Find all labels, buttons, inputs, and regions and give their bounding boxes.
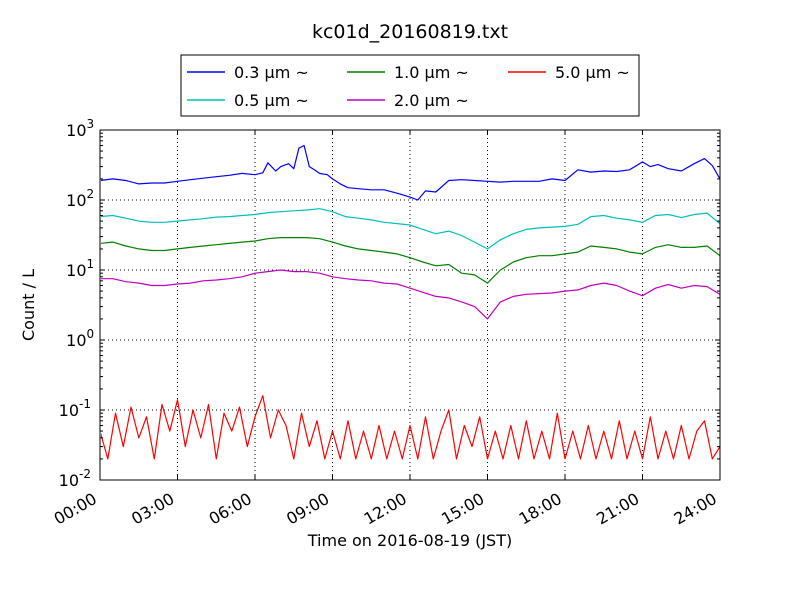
y-tick-label: 10 0 bbox=[66, 327, 94, 350]
y-tick-exponent: 3 bbox=[87, 117, 95, 131]
legend: 0.3 μm ~ 0.5 μm ~ 1.0 μm ~ 2.0 μm ~ 5.0 μm ~ bbox=[180, 54, 640, 117]
x-axis-label: Time on 2016-08-19 (JST) bbox=[307, 531, 512, 550]
y-tick-label: 10 3 bbox=[66, 117, 94, 140]
y-tick-base: 10 bbox=[59, 471, 79, 490]
series-line-0 bbox=[101, 144, 720, 201]
y-tick-exponent: 1 bbox=[87, 257, 95, 271]
chart-title: kc01d_20160819.txt bbox=[312, 21, 508, 43]
grid bbox=[100, 130, 720, 480]
series-line-1 bbox=[101, 208, 720, 250]
y-tick-base: 10 bbox=[66, 121, 86, 140]
y-tick-base: 10 bbox=[66, 191, 86, 210]
y-tick-exponent: 2 bbox=[87, 187, 95, 201]
y-tick-label: 10 1 bbox=[66, 257, 94, 280]
y-tick-base: 10 bbox=[59, 401, 79, 420]
legend-label-0: 0.3 μm ~ bbox=[234, 63, 309, 82]
series-line-3 bbox=[101, 269, 720, 320]
series-line-4 bbox=[101, 395, 720, 460]
y-tick-label: 10 -1 bbox=[59, 397, 91, 420]
y-tick-exponent: -2 bbox=[79, 467, 91, 481]
legend-label-3: 2.0 μm ~ bbox=[394, 91, 469, 110]
legend-label-1: 0.5 μm ~ bbox=[234, 91, 309, 110]
y-tick-exponent: 0 bbox=[87, 327, 95, 341]
y-tick-label: 10 -2 bbox=[59, 467, 91, 490]
series-group bbox=[101, 144, 720, 460]
legend-label-4: 5.0 μm ~ bbox=[555, 63, 630, 82]
y-axis-label: Count / L bbox=[19, 269, 38, 341]
series-line-2 bbox=[101, 237, 720, 284]
y-tick-base: 10 bbox=[66, 261, 86, 280]
y-tick-base: 10 bbox=[66, 331, 86, 350]
y-tick-label: 10 2 bbox=[66, 187, 94, 210]
y-tick-exponent: -1 bbox=[79, 397, 91, 411]
legend-box bbox=[180, 54, 640, 117]
legend-label-2: 1.0 μm ~ bbox=[394, 63, 469, 82]
